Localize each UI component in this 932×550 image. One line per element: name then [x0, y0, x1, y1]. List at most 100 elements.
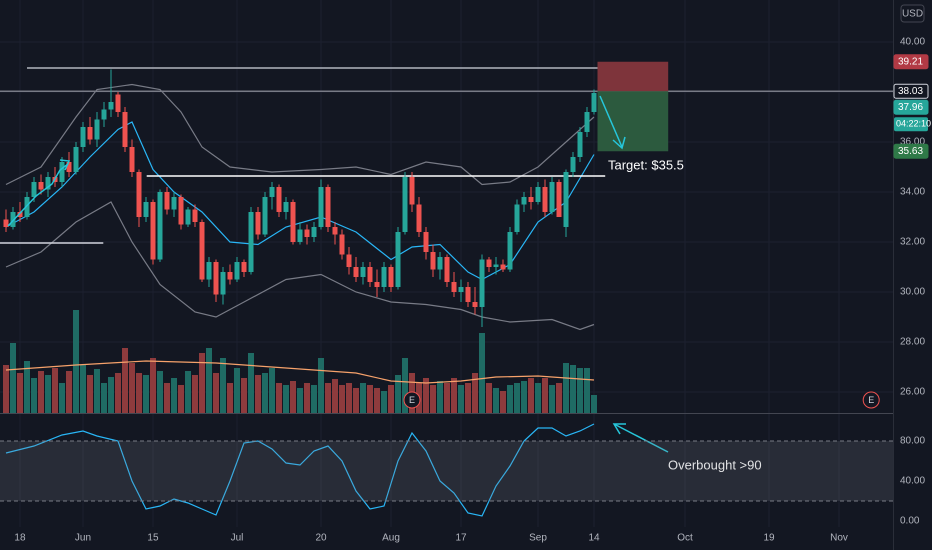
- candle-body: [108, 102, 114, 110]
- candle-body: [521, 197, 527, 205]
- volume-bar: [233, 368, 240, 413]
- earnings-label: E: [409, 395, 415, 405]
- earnings-label: E: [868, 395, 874, 405]
- volume-bar: [121, 348, 128, 413]
- y-tick-label: 30.00: [900, 287, 925, 298]
- volume-bar: [297, 388, 303, 413]
- volume-bar: [198, 353, 205, 413]
- volume-bar: [212, 373, 219, 413]
- candle-body: [339, 234, 345, 255]
- volume-bar: [360, 383, 367, 413]
- volume-bar: [16, 373, 23, 413]
- y-tick-label: 0.00: [900, 516, 920, 527]
- volume-bar: [542, 378, 549, 413]
- volume-bar: [100, 383, 107, 413]
- volume-bar: [486, 383, 493, 413]
- candle-body: [381, 267, 387, 287]
- candle-body: [262, 197, 268, 235]
- volume-bar: [318, 358, 325, 413]
- candle-body: [458, 287, 464, 292]
- candle-body: [437, 257, 443, 270]
- candle-body: [591, 93, 597, 112]
- candle-body: [374, 282, 380, 287]
- x-tick-label: 17: [455, 533, 467, 544]
- volume-bar: [311, 385, 318, 413]
- candle-body: [276, 187, 282, 212]
- volume-bar: [261, 373, 268, 413]
- overlay-line: [5, 121, 595, 281]
- candle-body: [423, 232, 429, 252]
- price-tag-label: 38.03: [898, 86, 923, 97]
- candle-body: [3, 219, 9, 227]
- volume-bar: [507, 385, 514, 413]
- candle-body: [150, 202, 156, 260]
- candle-body: [122, 112, 128, 147]
- price-tag: [893, 54, 929, 70]
- x-tick-label: Oct: [677, 533, 693, 544]
- candle-body: [507, 232, 513, 270]
- candle-body: [444, 257, 450, 282]
- candle-body: [500, 264, 506, 270]
- candle-body: [45, 177, 51, 190]
- candle-body: [199, 222, 205, 280]
- volume-bar: [170, 378, 177, 413]
- candle-body: [178, 197, 184, 225]
- candle-body: [528, 197, 534, 202]
- price-tag: [893, 99, 929, 115]
- volume-bar: [282, 385, 289, 413]
- stop-zone: [597, 61, 669, 92]
- volume-bar: [346, 383, 353, 413]
- candle-body: [171, 197, 177, 210]
- volume-bar: [570, 365, 577, 413]
- candle-body: [332, 227, 338, 235]
- volume-bar: [65, 371, 72, 413]
- candle-body: [283, 202, 289, 212]
- volume-bar: [226, 383, 233, 413]
- candle-body: [472, 302, 478, 307]
- candle-body: [577, 132, 583, 157]
- volume-bar: [93, 369, 100, 413]
- volume-bar: [37, 371, 44, 413]
- candle-body: [367, 267, 373, 282]
- candle-body: [206, 262, 212, 280]
- price-tag-label: 39.21: [898, 56, 923, 67]
- volume-bar: [514, 383, 521, 413]
- volume-bar: [472, 373, 479, 413]
- rsi-band: [0, 441, 893, 501]
- volume-bar: [437, 381, 444, 413]
- price-tag-label: 35.63: [898, 146, 923, 157]
- candle-body: [80, 127, 86, 147]
- price-tag-label: 37.96: [898, 102, 923, 113]
- volume-bar: [191, 375, 198, 413]
- volume-bar: [556, 383, 563, 413]
- candle-body: [73, 147, 79, 172]
- countdown: 04:22:10: [896, 119, 931, 129]
- candle-body: [304, 229, 310, 237]
- candle-body: [563, 172, 569, 227]
- volume-bar: [2, 365, 9, 413]
- currency[interactable]: USD: [902, 9, 923, 20]
- volume-bar: [107, 377, 114, 413]
- volume-bar: [458, 385, 465, 413]
- candle-body: [136, 172, 142, 217]
- x-tick-label: 15: [147, 533, 159, 544]
- currency-box[interactable]: [900, 4, 925, 23]
- volume-bar: [156, 371, 163, 413]
- candle-body: [248, 212, 254, 272]
- volume-bar: [528, 378, 535, 413]
- candle-body: [185, 209, 191, 225]
- volume-bar: [395, 375, 402, 413]
- candle-body: [87, 127, 93, 140]
- candle-body: [24, 197, 30, 217]
- candle-body: [17, 212, 23, 217]
- overlay-line: [5, 201, 595, 331]
- candle-body: [38, 182, 44, 190]
- candle-body: [311, 227, 317, 237]
- candle-body: [115, 94, 121, 112]
- volume-bar: [353, 388, 360, 413]
- annotation: Target: $35.5: [608, 157, 684, 172]
- volume-bar: [128, 363, 135, 413]
- candle-body: [465, 287, 471, 302]
- candle-body: [192, 209, 198, 222]
